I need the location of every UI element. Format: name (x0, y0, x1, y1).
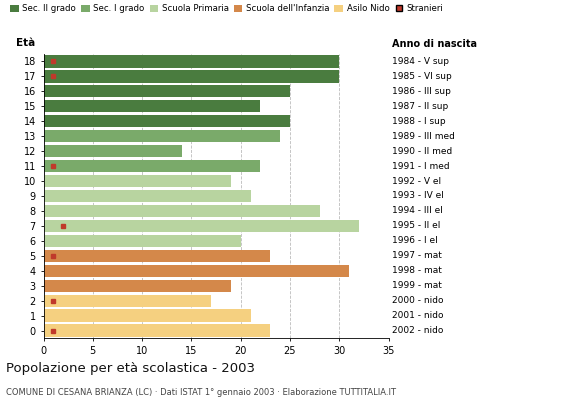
Bar (44, 324, 270, 337)
Bar (44, 265, 349, 277)
Text: Età: Età (16, 38, 35, 48)
Bar (44, 160, 260, 172)
Text: COMUNE DI CESANA BRIANZA (LC) · Dati ISTAT 1° gennaio 2003 · Elaborazione TUTTIT: COMUNE DI CESANA BRIANZA (LC) · Dati IST… (6, 388, 396, 397)
Text: 2000 - nido: 2000 - nido (392, 296, 443, 305)
Bar (44, 145, 182, 157)
Text: 1986 - III sup: 1986 - III sup (392, 87, 451, 96)
Bar (44, 220, 359, 232)
Text: 1989 - III med: 1989 - III med (392, 132, 454, 141)
Bar (44, 235, 241, 247)
Bar (44, 310, 251, 322)
Text: 1991 - I med: 1991 - I med (392, 162, 449, 171)
Bar (44, 55, 339, 68)
Text: 1997 - mat: 1997 - mat (392, 251, 441, 260)
Text: 1995 - II el: 1995 - II el (392, 221, 440, 230)
Text: 1992 - V el: 1992 - V el (392, 176, 441, 186)
Text: 2002 - nido: 2002 - nido (392, 326, 443, 335)
Text: 2001 - nido: 2001 - nido (392, 311, 443, 320)
Text: 1999 - mat: 1999 - mat (392, 281, 441, 290)
Bar (44, 100, 260, 112)
Text: 1990 - II med: 1990 - II med (392, 147, 452, 156)
Bar (44, 280, 231, 292)
Text: 1996 - I el: 1996 - I el (392, 236, 437, 245)
Text: 1985 - VI sup: 1985 - VI sup (392, 72, 451, 81)
Bar (44, 250, 270, 262)
Bar (44, 70, 339, 82)
Text: Anno di nascita: Anno di nascita (392, 39, 477, 49)
Bar (44, 130, 280, 142)
Text: 1993 - IV el: 1993 - IV el (392, 192, 443, 200)
Legend: Sec. II grado, Sec. I grado, Scuola Primaria, Scuola dell'Infanzia, Asilo Nido, : Sec. II grado, Sec. I grado, Scuola Prim… (10, 4, 443, 13)
Bar (44, 115, 290, 127)
Text: Popolazione per età scolastica - 2003: Popolazione per età scolastica - 2003 (6, 362, 255, 375)
Bar (44, 85, 290, 98)
Text: 1984 - V sup: 1984 - V sup (392, 57, 448, 66)
Bar (44, 205, 320, 217)
Text: 1994 - III el: 1994 - III el (392, 206, 443, 216)
Bar (44, 294, 211, 307)
Bar (44, 175, 231, 187)
Text: 1987 - II sup: 1987 - II sup (392, 102, 448, 111)
Text: 1988 - I sup: 1988 - I sup (392, 117, 445, 126)
Bar (44, 190, 251, 202)
Text: 1998 - mat: 1998 - mat (392, 266, 441, 275)
